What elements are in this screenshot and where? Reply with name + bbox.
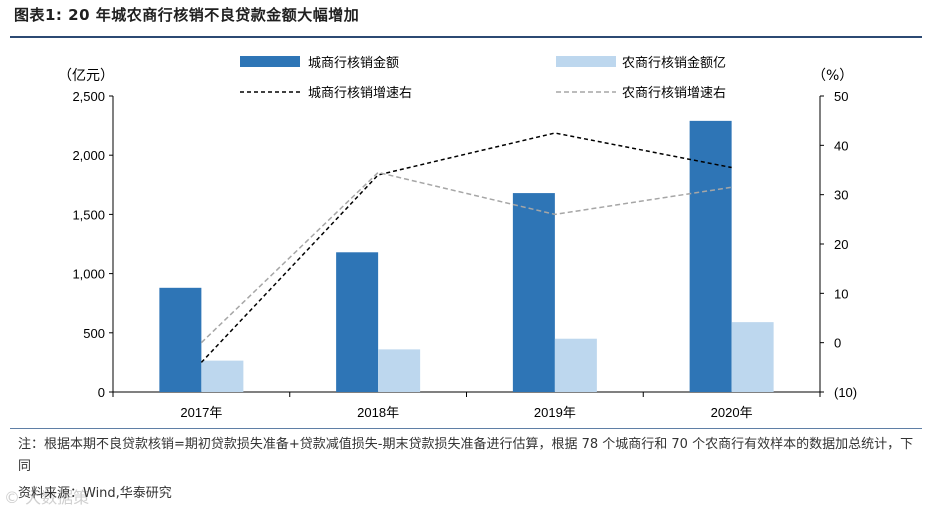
bar-rural-0 <box>201 360 244 392</box>
y-right-unit: （%） <box>812 68 853 84</box>
legend-swatch-0 <box>240 56 300 67</box>
y-left-tick-label: 1,000 <box>72 267 105 282</box>
line-city-growth <box>200 132 732 363</box>
bar-city-0 <box>159 287 202 392</box>
legend-label-0: 城商行核销金额 <box>308 55 399 71</box>
x-tick-label: 2019年 <box>534 405 576 420</box>
legend-swatch-1 <box>556 56 616 67</box>
bar-rural-2 <box>554 338 597 392</box>
y-right-tick-label: 20 <box>834 237 848 252</box>
chart-source: 资料来源：Wind,华泰研究 <box>18 486 172 501</box>
y-right-tick-label: 10 <box>834 286 848 301</box>
y-right-tick-label: 0 <box>834 336 841 351</box>
bar-rural-3 <box>731 322 774 392</box>
footer-divider <box>10 428 922 429</box>
chart-title: 图表1: 20 年城农商行核销不良贷款金额大幅增加 <box>14 6 360 24</box>
x-tick-label: 2020年 <box>711 405 753 420</box>
y-right-tick-label: 30 <box>834 188 848 203</box>
legend-label-2: 城商行核销增速右 <box>308 86 412 101</box>
y-left-tick-label: 2,500 <box>72 89 105 104</box>
chart-lines <box>200 132 732 363</box>
bar-rural-1 <box>378 349 421 392</box>
x-tick-label: 2018年 <box>357 405 399 420</box>
y-right-tick-label: 50 <box>834 89 848 104</box>
y-left-tick-label: 1,500 <box>72 207 105 222</box>
chart-area: 0 500 1,000 1,500 2,000 2,500 (10) 0 10 20 30 40 50 （… <box>58 55 857 420</box>
legend-label-1: 农商行核销金额亿 <box>622 55 726 71</box>
title-divider <box>10 36 922 38</box>
line-rural-growth <box>200 171 732 344</box>
y-left-tick-label: 500 <box>83 326 105 341</box>
bar-city-1 <box>336 252 379 392</box>
y-left-unit: （亿元） <box>58 68 114 84</box>
legend-label-3: 农商行核销增速右 <box>622 86 726 101</box>
y-left-tick-label: 0 <box>98 385 105 400</box>
bar-city-2 <box>512 193 555 392</box>
chart-note: 注：根据本期不良贷款核销=期初贷款损失准备+贷款减值损失-期末贷款损失准备进行估… <box>18 437 914 474</box>
chart-axes: 0 500 1,000 1,500 2,000 2,500 (10) 0 10 20 30 40 50 （… <box>58 68 857 420</box>
watermark: © 大数据策 <box>4 488 90 507</box>
y-left-tick-label: 2,000 <box>72 148 105 163</box>
y-right-tick-label: 40 <box>834 138 848 153</box>
y-right-tick-label: (10) <box>834 385 857 400</box>
x-tick-label: 2017年 <box>180 405 222 420</box>
chart-bars <box>159 120 774 392</box>
bar-city-3 <box>689 120 732 392</box>
